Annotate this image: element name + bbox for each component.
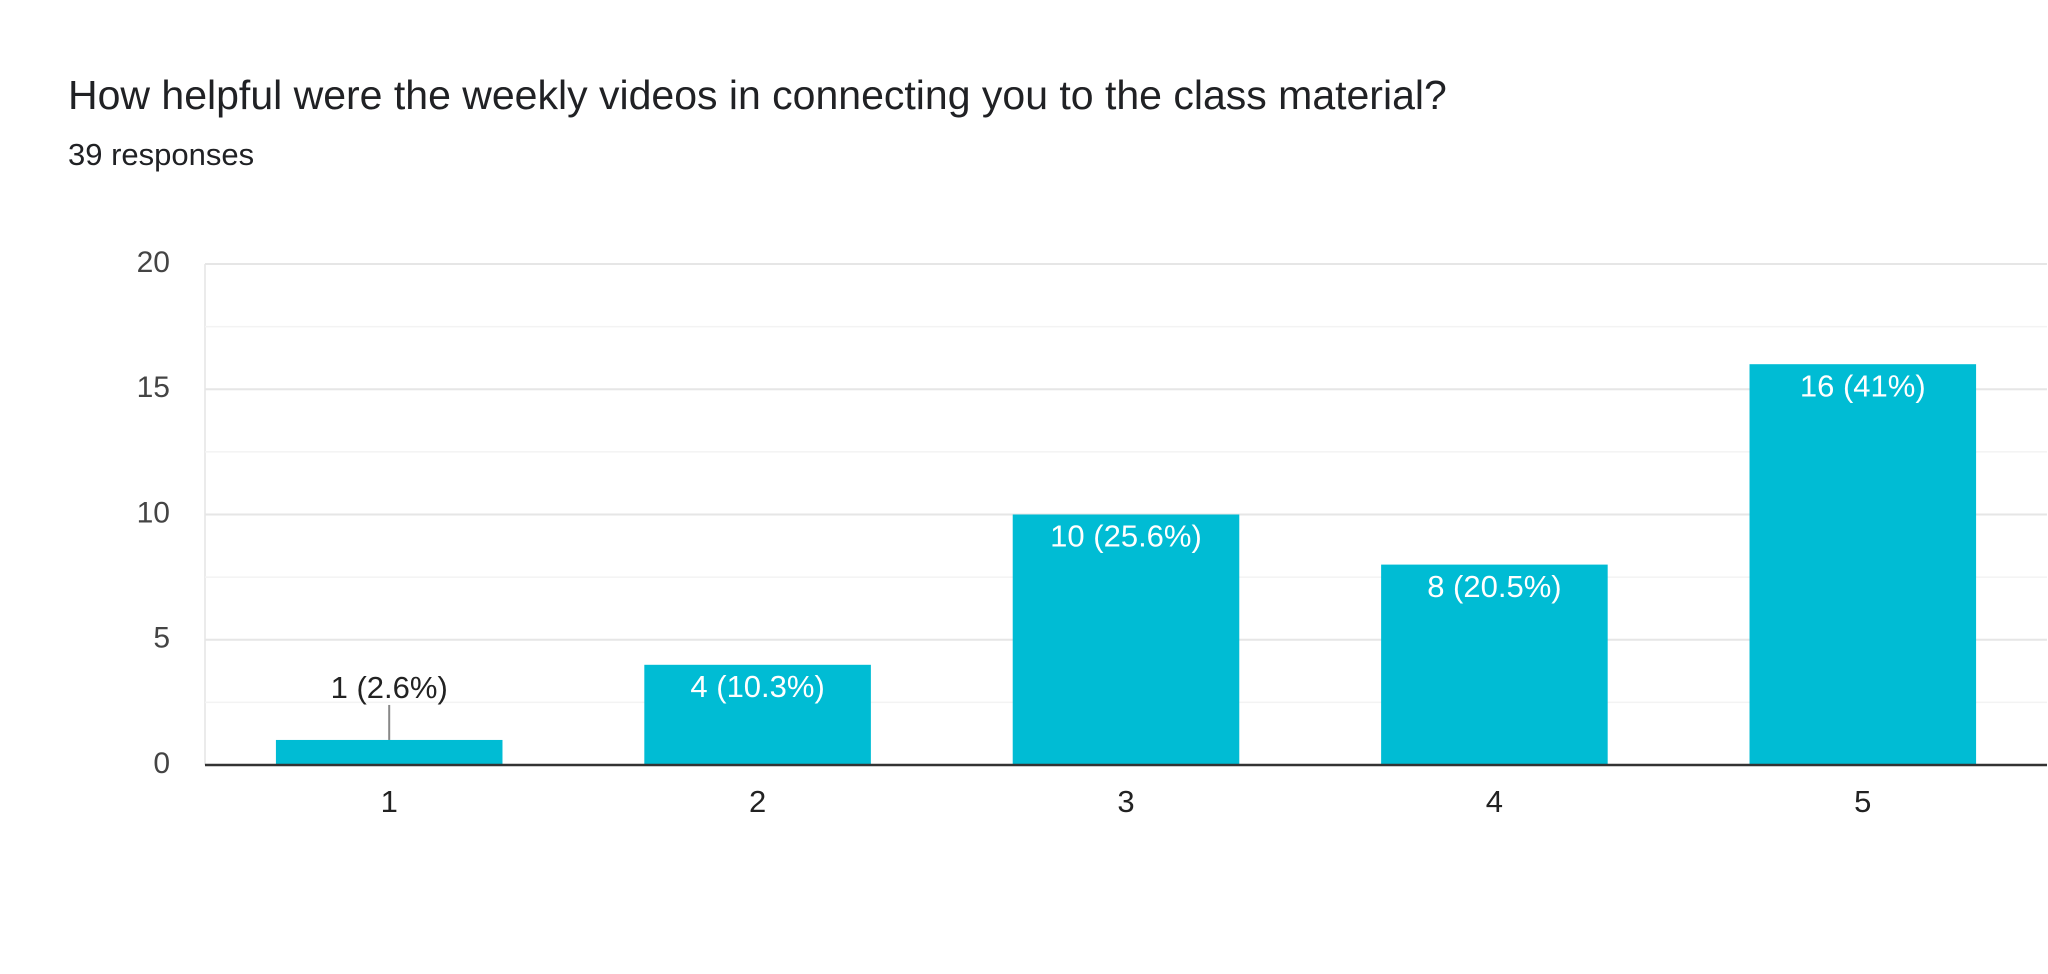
data-label: 8 (20.5%) xyxy=(1427,569,1561,604)
chart-subtitle: 39 responses xyxy=(68,137,254,172)
data-label: 10 (25.6%) xyxy=(1050,519,1202,554)
y-tick-label: 0 xyxy=(153,747,170,780)
data-label: 16 (41%) xyxy=(1800,368,1926,403)
y-tick-label: 15 xyxy=(137,371,170,404)
bar xyxy=(275,739,503,765)
bar xyxy=(1749,364,1977,765)
data-label: 1 (2.6%) xyxy=(331,670,448,705)
x-tick-label: 2 xyxy=(749,784,766,819)
x-tick-label: 5 xyxy=(1854,784,1871,819)
bar xyxy=(644,664,871,765)
x-tick-label: 3 xyxy=(1117,784,1134,819)
y-tick-label: 20 xyxy=(137,246,170,279)
chart-title: How helpful were the weekly videos in co… xyxy=(68,72,1447,118)
y-tick-label: 10 xyxy=(137,496,170,529)
bar xyxy=(1012,514,1240,765)
data-label: 4 (10.3%) xyxy=(690,669,824,704)
y-tick-label: 5 xyxy=(153,622,170,655)
x-tick-label: 1 xyxy=(381,784,398,819)
bar xyxy=(1381,564,1608,765)
x-tick-label: 4 xyxy=(1486,784,1503,819)
